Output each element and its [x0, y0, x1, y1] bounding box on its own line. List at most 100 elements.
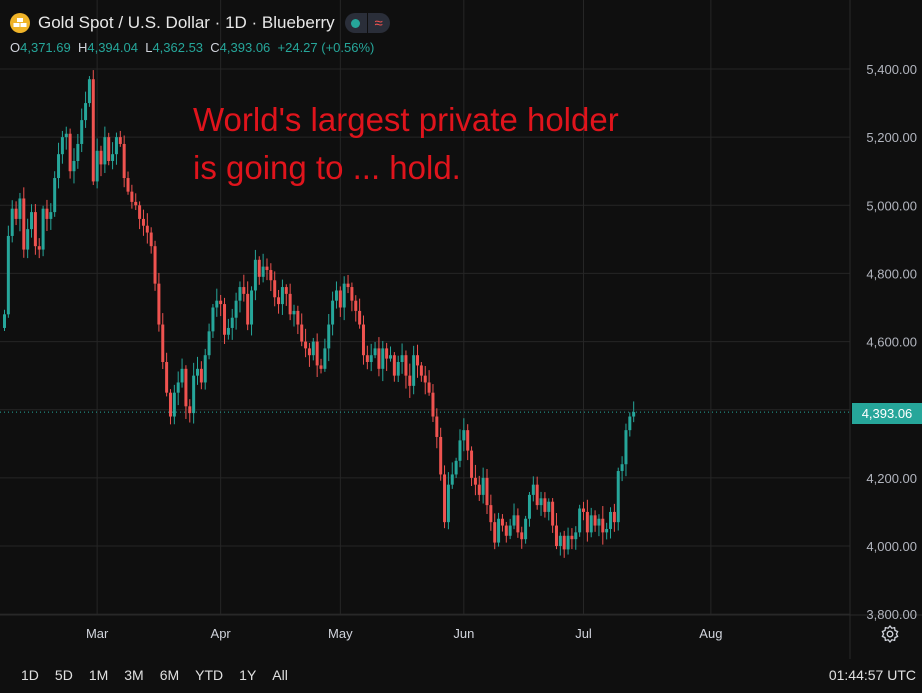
candle-down — [570, 535, 574, 540]
range-6m-button[interactable]: 6M — [159, 667, 180, 683]
candle-up — [30, 212, 34, 230]
candle-down — [423, 375, 427, 383]
range-1y-button[interactable]: 1Y — [239, 667, 257, 683]
candle-up — [334, 290, 338, 301]
candle-down — [439, 436, 443, 475]
candle-down — [361, 324, 365, 356]
candle-down — [134, 201, 138, 206]
candle-up — [87, 79, 91, 104]
ohlc-readout: O4,371.69 H4,394.04 L4,362.53 C4,393.06 … — [10, 40, 374, 55]
candle-up — [196, 368, 199, 376]
candle-down — [99, 150, 103, 165]
candle-up — [400, 355, 404, 363]
settings-gear-icon[interactable] — [880, 624, 900, 644]
candle-up — [373, 348, 377, 356]
candle-down — [161, 324, 165, 363]
candle-up — [446, 484, 450, 523]
open-value: 4,371.69 — [20, 40, 71, 55]
candle-up — [628, 416, 632, 431]
range-5d-button[interactable]: 5D — [54, 667, 73, 683]
candle-up — [192, 375, 196, 414]
candle-up — [215, 300, 219, 308]
candle-up — [524, 518, 528, 540]
candle-up — [26, 229, 30, 250]
candle-up — [3, 314, 6, 328]
candle-down — [443, 474, 447, 523]
candle-up — [539, 498, 543, 506]
candle-up — [114, 137, 118, 155]
candle-up — [57, 154, 61, 179]
utc-clock[interactable]: 01:44:57 UTC — [828, 667, 916, 683]
annotation-line-1: World's largest private holder — [193, 101, 619, 138]
candle-up — [512, 515, 516, 526]
candle-down — [435, 416, 439, 437]
symbol-title[interactable]: Gold Spot / U.S. Dollar · 1D · Blueberry — [38, 13, 335, 32]
candle-up — [508, 525, 512, 536]
candle-down — [516, 515, 520, 533]
candle-up — [589, 515, 593, 533]
candle-down — [562, 535, 566, 550]
x-tick-label: Jul — [575, 626, 592, 641]
symbol-header[interactable]: Gold Spot / U.S. Dollar · 1D · Blueberry… — [10, 10, 390, 36]
candle-down — [269, 270, 273, 281]
candle-down — [296, 310, 300, 325]
candle-up — [18, 198, 22, 219]
candle-down — [199, 368, 203, 383]
candle-up — [111, 154, 115, 161]
candle-up — [566, 535, 570, 550]
candle-down — [416, 355, 420, 366]
candle-down — [149, 232, 153, 247]
candle-up — [41, 208, 45, 250]
candle-down — [138, 205, 142, 219]
range-all-button[interactable]: All — [272, 667, 288, 683]
range-ytd-button[interactable]: YTD — [195, 667, 224, 683]
approx-wave-icon[interactable]: ≈ — [367, 13, 390, 33]
candle-down — [385, 348, 389, 359]
candle-up — [261, 266, 265, 277]
time-axis: Mar Apr May Jun Jul Aug — [86, 626, 723, 641]
candle-down — [504, 525, 508, 536]
candle-up — [280, 287, 284, 305]
candle-down — [68, 133, 72, 172]
last-price-tag: 4,393.06 — [852, 403, 922, 424]
candle-down — [601, 518, 605, 533]
candle-down — [118, 137, 122, 144]
candle-up — [103, 137, 107, 165]
candle-down — [33, 212, 37, 247]
candle-down — [427, 382, 431, 393]
range-3m-button[interactable]: 3M — [124, 667, 144, 683]
candle-down — [126, 178, 130, 192]
candle-up — [172, 392, 176, 417]
chart-annotation[interactable]: World's largest private holder is going … — [193, 96, 619, 192]
candle-down — [582, 508, 585, 512]
candle-down — [485, 477, 489, 506]
market-open-dot-icon[interactable] — [344, 13, 367, 33]
candle-up — [632, 412, 636, 417]
candle-up — [396, 362, 400, 376]
candle-up — [292, 310, 296, 315]
candle-down — [354, 300, 358, 311]
candle-up — [497, 518, 501, 543]
candle-down — [188, 406, 192, 414]
candlesticks — [3, 70, 636, 558]
candle-down — [91, 79, 95, 182]
range-1d-button[interactable]: 1D — [21, 667, 39, 683]
candle-down — [593, 515, 597, 526]
candle-down — [184, 368, 188, 407]
candle-up — [342, 283, 346, 308]
candle-up — [578, 508, 582, 533]
candle-up — [547, 501, 551, 512]
candle-down — [489, 505, 493, 523]
y-tick-label: 4,800.00 — [866, 266, 917, 281]
candle-down — [45, 208, 49, 219]
candle-down — [350, 287, 354, 301]
candle-down — [277, 297, 281, 305]
candle-down — [535, 484, 539, 506]
y-tick-label: 4,000.00 — [866, 539, 917, 554]
x-tick-label: Jun — [453, 626, 474, 641]
candle-down — [246, 293, 250, 325]
range-1m-button[interactable]: 1M — [88, 667, 109, 683]
annotation-line-2: is going to ... hold. — [193, 149, 461, 186]
price-chart[interactable]: 3,800.004,000.004,200.004,400.004,600.00… — [0, 0, 922, 659]
y-tick-label: 4,600.00 — [866, 335, 917, 350]
